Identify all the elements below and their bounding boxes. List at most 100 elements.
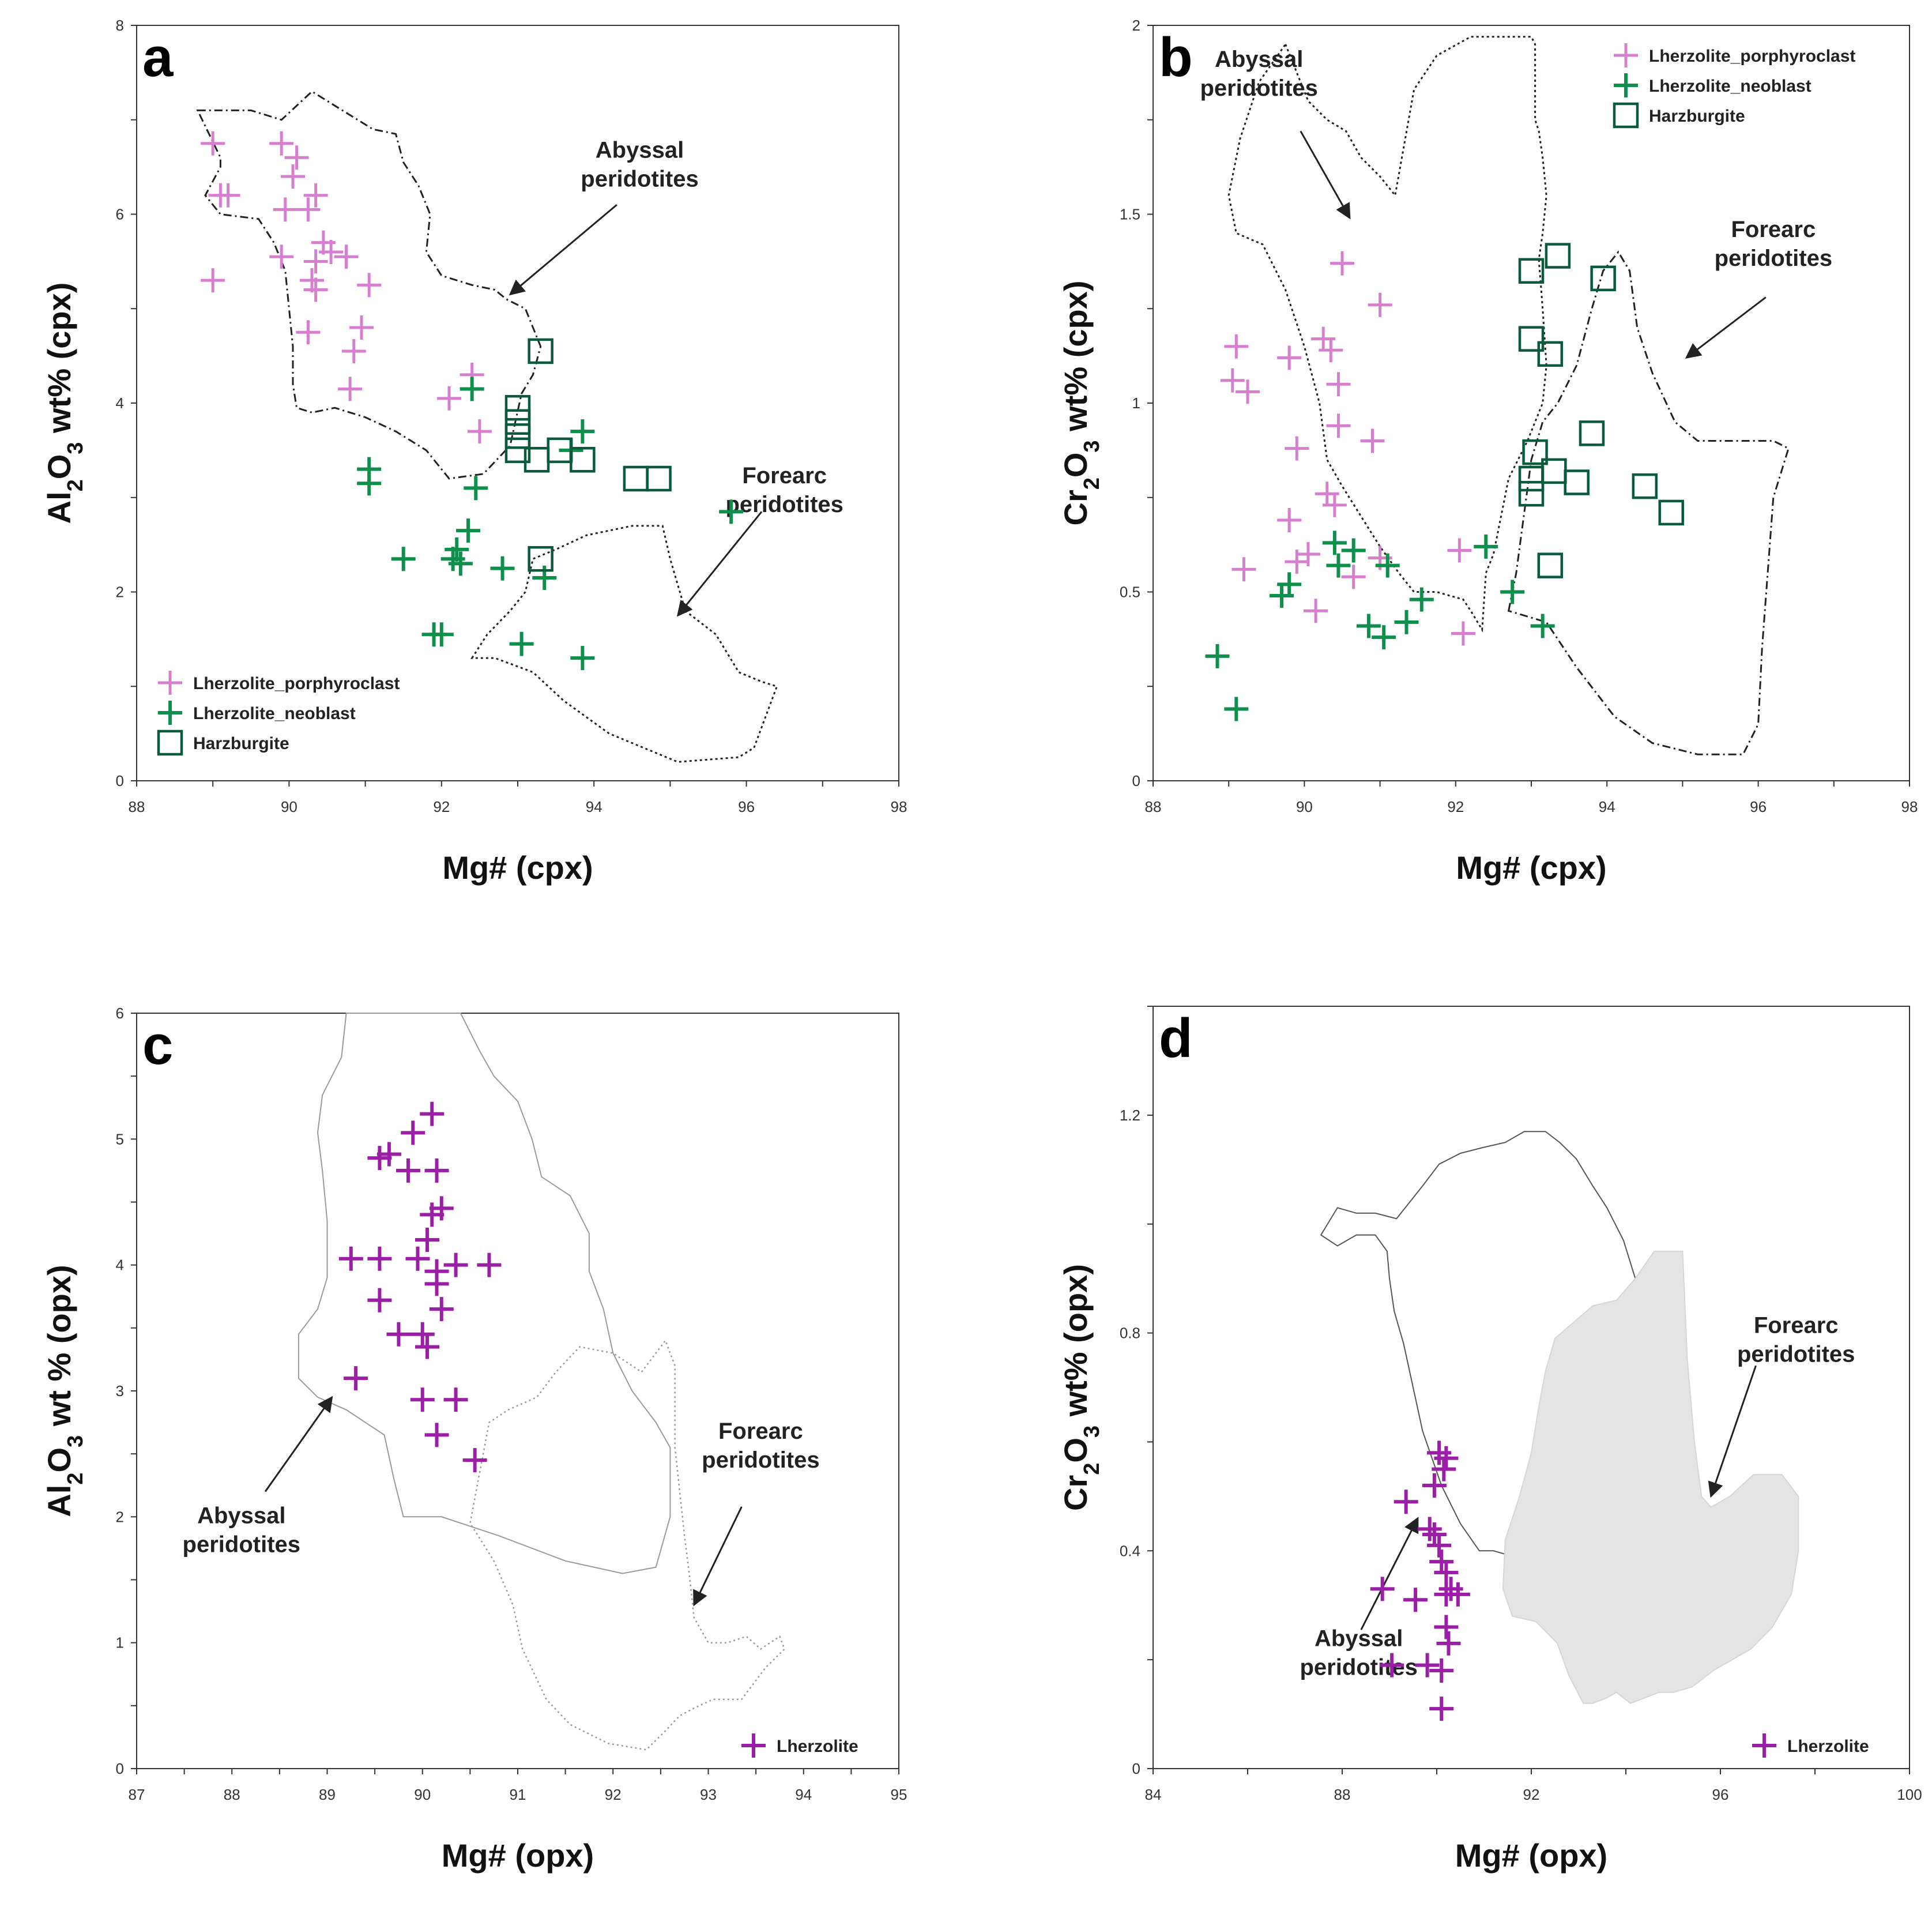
data-point bbox=[1522, 439, 1548, 465]
annotation-label-line: peridotites bbox=[702, 1447, 819, 1473]
y-tick-label: 4 bbox=[116, 394, 124, 412]
annotation-arrow bbox=[264, 1396, 333, 1492]
data-point bbox=[1236, 379, 1260, 404]
data-point bbox=[445, 537, 469, 562]
legend-label: Lherzolite_porphyroclast bbox=[193, 674, 400, 693]
x-axis-title: Mg# (cpx) bbox=[1456, 849, 1606, 886]
x-tick-label: 98 bbox=[891, 798, 907, 815]
annotation-label-line: peridotites bbox=[1715, 246, 1832, 271]
data-point bbox=[420, 1101, 445, 1126]
x-tick-label: 92 bbox=[433, 798, 450, 815]
series-lherzolite-porphyroclast bbox=[201, 131, 492, 444]
data-point bbox=[1518, 326, 1545, 352]
annotation-label-line: Abyssal bbox=[1215, 47, 1303, 72]
legend: Lherzolite bbox=[741, 1733, 858, 1758]
y-axis-title: Cr2O3 wt% (cpx) bbox=[1057, 281, 1104, 526]
legend-label: Lherzolite_neoblast bbox=[1649, 77, 1812, 96]
data-point bbox=[1341, 565, 1366, 589]
annotation-label: Forearc peridotites bbox=[725, 463, 843, 517]
data-point bbox=[570, 447, 596, 473]
x-tick-label: 88 bbox=[1334, 1786, 1351, 1803]
data-point bbox=[1537, 552, 1564, 578]
data-point bbox=[281, 164, 306, 189]
legend: Lherzolite_porphyroclast Lherzolite_neobl… bbox=[1613, 43, 1855, 129]
axis-title-part: wt% (cpx) bbox=[41, 283, 77, 442]
axis-title-part: wt % (opx) bbox=[41, 1265, 77, 1435]
annotation-label: Forearc peridotites bbox=[1737, 1313, 1855, 1367]
annotation-label-line: peridotites bbox=[1200, 76, 1317, 101]
data-point bbox=[1285, 436, 1309, 461]
plot-frame bbox=[1153, 1006, 1910, 1769]
data-point bbox=[504, 437, 531, 464]
data-point bbox=[1427, 1533, 1452, 1558]
data-point bbox=[504, 409, 531, 435]
data-point bbox=[410, 1322, 435, 1346]
series-harzburgite bbox=[504, 338, 672, 572]
panel-letter: b bbox=[1159, 27, 1193, 88]
y-tick-label: 0.5 bbox=[1120, 584, 1140, 601]
data-point bbox=[401, 1120, 425, 1145]
data-point bbox=[386, 1322, 411, 1346]
data-point bbox=[1447, 538, 1472, 563]
data-point bbox=[269, 131, 294, 156]
data-point bbox=[391, 547, 416, 571]
axis-title-part: Al bbox=[41, 1485, 77, 1517]
x-axis-title: Mg# (opx) bbox=[1455, 1837, 1607, 1874]
minor-ticks bbox=[131, 25, 899, 787]
data-point bbox=[1322, 492, 1347, 517]
abyssal-field-outline bbox=[1227, 36, 1547, 633]
data-point bbox=[1429, 1658, 1454, 1683]
data-point bbox=[1422, 1473, 1447, 1498]
data-point bbox=[1474, 534, 1498, 559]
annotation-arrow bbox=[1708, 1365, 1757, 1498]
data-point bbox=[1372, 625, 1396, 650]
data-point bbox=[201, 268, 225, 293]
abyssal-field-outline bbox=[297, 1013, 671, 1574]
x-tick-label: 93 bbox=[700, 1786, 717, 1803]
data-point bbox=[462, 1448, 487, 1473]
data-point bbox=[1224, 334, 1249, 359]
data-point bbox=[1360, 428, 1385, 453]
data-point bbox=[367, 1288, 392, 1312]
annotation-arrow bbox=[1360, 1517, 1419, 1630]
series-lherzolite-porphyroclast bbox=[1220, 251, 1475, 646]
data-point bbox=[1277, 572, 1302, 597]
panel-letter: c bbox=[142, 1014, 173, 1076]
annotation-label: Forearc peridotites bbox=[702, 1419, 819, 1473]
annotation-label-line: peridotites bbox=[581, 166, 698, 191]
axis-title-part: wt% (opx) bbox=[1057, 1264, 1094, 1425]
y-axis-title: Cr2O3 wt% (opx) bbox=[1057, 1264, 1104, 1511]
data-point bbox=[504, 394, 531, 421]
y-axis-title: Al2O3 wt% (cpx) bbox=[41, 283, 88, 524]
x-tick-label: 87 bbox=[129, 1786, 145, 1803]
annotation-arrow bbox=[1685, 296, 1767, 359]
y-tick-label: 0 bbox=[116, 772, 124, 789]
axis-title-part: O bbox=[1057, 1438, 1094, 1463]
legend-marker bbox=[1613, 102, 1639, 129]
data-point bbox=[1330, 251, 1354, 276]
x-tick-label: 98 bbox=[1901, 798, 1918, 815]
annotation-label: Forearc peridotites bbox=[1715, 217, 1832, 271]
data-point bbox=[1417, 1517, 1442, 1541]
annotation-label-line: Forearc bbox=[718, 1419, 803, 1444]
data-point bbox=[349, 315, 374, 340]
data-point bbox=[623, 465, 649, 492]
data-point bbox=[319, 240, 344, 264]
x-tick-label: 90 bbox=[281, 798, 297, 815]
data-point bbox=[1415, 1653, 1440, 1677]
x-tick-label: 95 bbox=[891, 1786, 907, 1803]
annotation-label-line: Abyssal bbox=[596, 137, 684, 163]
data-point bbox=[477, 1253, 502, 1277]
legend-marker bbox=[157, 729, 183, 756]
legend-marker bbox=[158, 701, 182, 725]
plot-frame bbox=[1153, 25, 1910, 781]
minor-ticks bbox=[1147, 1006, 1910, 1774]
y-tick-label: 0 bbox=[116, 1760, 124, 1777]
data-point bbox=[1537, 341, 1564, 367]
data-point bbox=[1295, 542, 1320, 566]
data-point bbox=[1368, 292, 1392, 317]
data-point bbox=[1380, 1653, 1404, 1677]
axis-title-part: wt% (cpx) bbox=[1057, 281, 1094, 441]
data-point bbox=[1220, 368, 1245, 393]
